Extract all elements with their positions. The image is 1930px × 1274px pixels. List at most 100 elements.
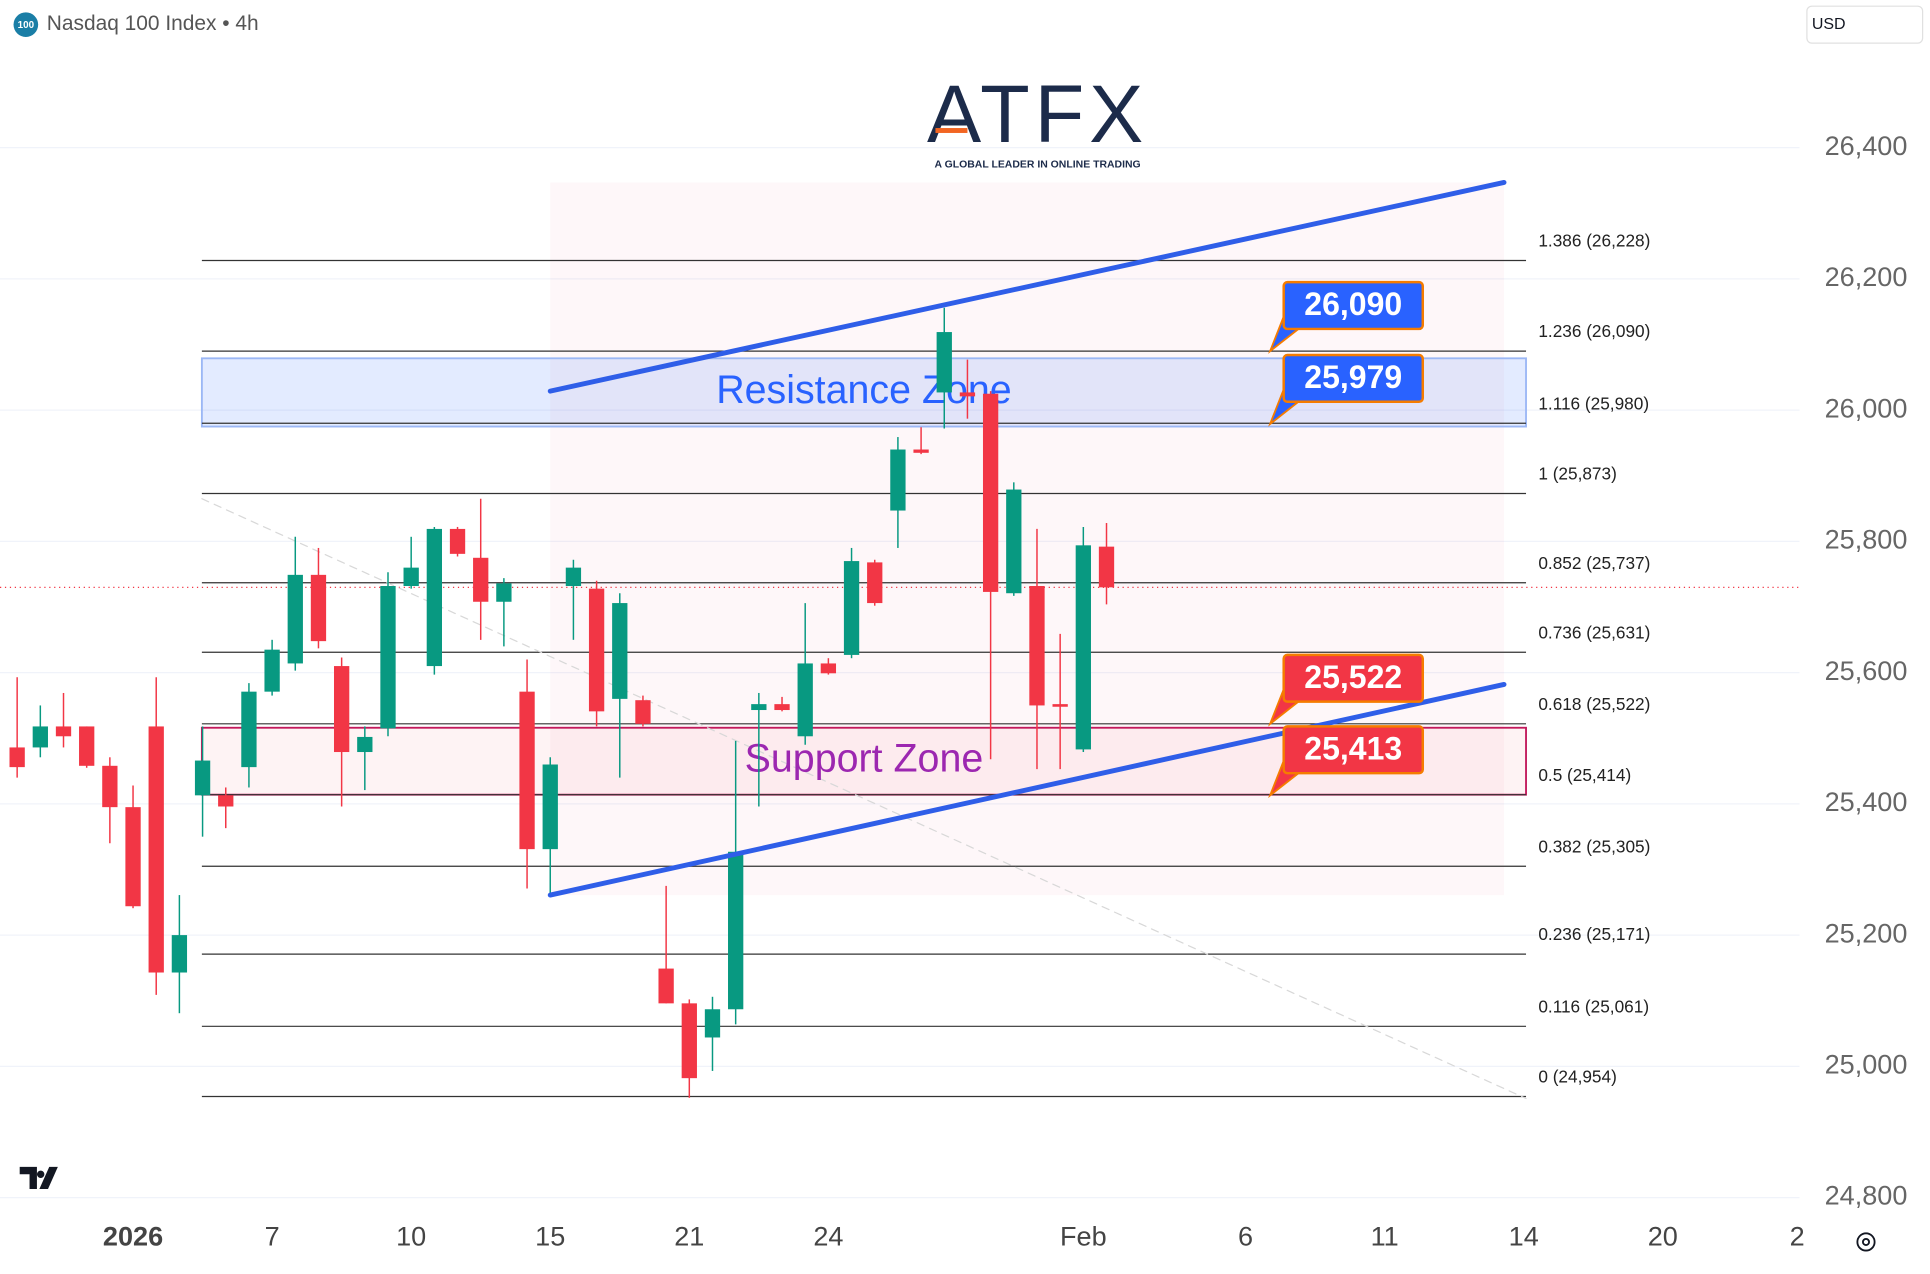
candle-body <box>588 588 605 712</box>
fib-label: 0.116 (25,061) <box>1538 996 1649 1016</box>
callout-box <box>1282 353 1425 404</box>
candle-body <box>148 726 164 973</box>
x-tick-label: 21 <box>674 1220 704 1251</box>
candle-body <box>102 765 118 808</box>
y-tick-label: 25,200 <box>1825 917 1908 948</box>
candle-body <box>982 393 999 592</box>
trendline <box>201 498 1527 1100</box>
x-tick-label: 11 <box>1371 1220 1399 1251</box>
settings-icon[interactable] <box>1856 1232 1876 1252</box>
candle-body <box>936 332 952 393</box>
fib-label: 1 (25,873) <box>1538 464 1617 484</box>
candle-body <box>612 603 628 699</box>
candle-body <box>449 528 466 554</box>
x-tick-label: 20 <box>1648 1220 1678 1251</box>
callout-box <box>1282 280 1425 331</box>
candle-body <box>1075 545 1091 750</box>
symbol-badge <box>13 12 39 37</box>
trendline <box>547 681 1507 898</box>
y-tick-label: 25,400 <box>1825 786 1908 817</box>
trendline <box>547 179 1507 394</box>
x-tick-label: 2 <box>1790 1220 1805 1251</box>
candle-body <box>843 561 860 655</box>
candle-body <box>426 528 443 667</box>
fib-label: 0.382 (25,305) <box>1538 836 1650 856</box>
y-tick-label: 25,800 <box>1825 524 1908 555</box>
candle-body <box>959 392 976 397</box>
candle-body <box>333 666 350 753</box>
fib-label: 0 (24,954) <box>1538 1067 1617 1087</box>
logo-name: ATFX <box>927 69 1148 160</box>
candle-body <box>1029 586 1045 706</box>
y-tick-label: 24,800 <box>1825 1180 1908 1211</box>
fib-label: 1.236 (26,090) <box>1538 321 1650 341</box>
x-tick-label: 6 <box>1238 1220 1253 1251</box>
x-tick-label: 15 <box>535 1220 565 1251</box>
y-tick-label: 25,600 <box>1825 655 1908 686</box>
background-layer <box>0 147 1800 1199</box>
candle-body <box>1098 546 1115 588</box>
candle-body <box>519 691 535 850</box>
callout-box <box>1282 725 1425 775</box>
candle-body <box>473 557 489 602</box>
x-tick-label: 2026 <box>103 1220 163 1251</box>
x-tick-label: 7 <box>265 1220 280 1251</box>
fib-label: 0.236 (25,171) <box>1538 924 1650 944</box>
y-tick-label: 26,000 <box>1825 392 1908 423</box>
logo-accent <box>935 128 968 133</box>
candle-body <box>542 764 558 850</box>
fib-label: 0.618 (25,522) <box>1538 694 1650 714</box>
callout-label: 25,522 <box>1304 659 1402 695</box>
candle-body <box>890 449 906 511</box>
logo-tagline: A GLOBAL LEADER IN ONLINE TRADING <box>935 160 1141 171</box>
x-tick-label: 14 <box>1509 1220 1539 1251</box>
x-tick-label: 24 <box>813 1220 843 1251</box>
candle-body <box>728 851 744 1010</box>
candle-body <box>264 649 280 692</box>
candle-body <box>820 663 837 674</box>
candle-body <box>1006 489 1022 594</box>
fib-label: 0.736 (25,631) <box>1538 622 1650 642</box>
candle-body <box>704 1009 721 1038</box>
currency[interactable]: USD <box>1812 16 1846 33</box>
fib-label: 1.386 (26,228) <box>1538 231 1650 251</box>
settings-icon-center <box>1861 1237 1870 1246</box>
symbol-badge-text: 100 <box>18 20 35 31</box>
x-tick-label: 10 <box>396 1220 426 1251</box>
tv-logo[interactable] <box>19 1166 58 1190</box>
candle-body <box>751 704 767 711</box>
currency-box[interactable] <box>1806 5 1924 44</box>
zone-label: Support Zone <box>745 737 984 781</box>
fib-label: 0.5 (25,414) <box>1538 765 1631 785</box>
candle-body <box>194 760 211 796</box>
candle-body <box>565 567 582 587</box>
candle-body <box>310 574 327 642</box>
fib-label: 0.852 (25,737) <box>1538 553 1650 573</box>
candle-body <box>79 726 95 766</box>
overlay-layer: 100 Nasdaq 100 Index • 4h USD ATFX A GLO… <box>13 5 1924 1252</box>
callout-label: 25,413 <box>1304 730 1402 766</box>
candle-body <box>681 1003 697 1079</box>
candle-body <box>635 700 651 724</box>
callout-label: 25,979 <box>1304 359 1402 395</box>
candle-body <box>774 704 790 711</box>
fib-label: 1.116 (25,980) <box>1538 393 1649 413</box>
candle-body <box>32 726 48 748</box>
y-tick-label: 26,400 <box>1825 130 1908 161</box>
y-tick-label: 25,000 <box>1825 1049 1908 1080</box>
candle-body <box>658 968 674 1004</box>
candle-body <box>357 736 373 753</box>
y-tick-label: 26,200 <box>1825 261 1908 292</box>
candle-body <box>171 935 188 973</box>
x-tick-label: Feb <box>1060 1220 1107 1251</box>
candle-body <box>380 586 396 729</box>
candle-body <box>55 726 72 737</box>
chart-title[interactable]: Nasdaq 100 Index • 4h <box>47 12 259 35</box>
candle-body <box>496 583 512 602</box>
candle-body <box>797 663 813 737</box>
zone-label: Resistance Zone <box>716 368 1011 412</box>
candle-body <box>241 691 257 768</box>
candle-body <box>9 747 25 768</box>
